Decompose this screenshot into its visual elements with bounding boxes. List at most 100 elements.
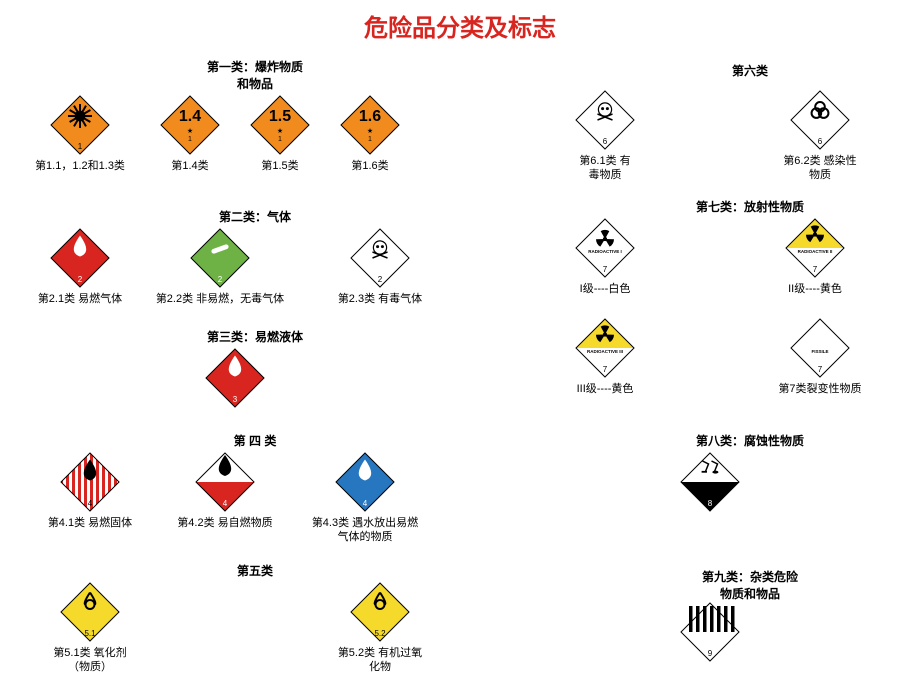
placard-label: 第4.2类 易自燃物质 (160, 516, 290, 530)
svg-text:RADIOACTIVE II: RADIOACTIVE II (798, 249, 833, 254)
hazard-placard: 1.5 ★1 第1.5类 (240, 95, 320, 173)
hazard-placard: 4 第4.3类 遇水放出易燃气体的物质 (300, 452, 430, 545)
svg-text:4: 4 (363, 499, 368, 508)
hazard-placard-icon: 6 (575, 90, 635, 150)
hazard-placard: 9 (660, 602, 760, 662)
svg-text:RADIOACTIVE I: RADIOACTIVE I (588, 249, 622, 254)
hazard-placard-icon: 9 (680, 602, 740, 662)
svg-text:1: 1 (368, 136, 372, 143)
section-header: 第六类 (680, 62, 820, 79)
placard-label: 第6.2类 感染性物质 (760, 154, 880, 183)
placard-label: 第1.1，1.2和1.3类 (30, 159, 130, 173)
svg-text:5.2: 5.2 (374, 629, 386, 638)
hazard-placard-icon: 4 (335, 452, 395, 512)
svg-text:1: 1 (278, 136, 282, 143)
hazard-placard: 4 第4.1类 易燃固体 (30, 452, 150, 530)
svg-text:2: 2 (378, 275, 383, 284)
svg-text:6: 6 (603, 137, 608, 146)
hazard-placard-icon: 5.2 (350, 582, 410, 642)
hazard-placard-icon: 2 (350, 228, 410, 288)
svg-text:6: 6 (818, 137, 823, 146)
section-header: 第一类：爆炸物质和物品 (185, 58, 325, 92)
hazard-placard-icon: 1.4 ★1 (160, 95, 220, 155)
hazard-placard-icon: 4 (60, 452, 120, 512)
section-header: 第 四 类 (185, 432, 325, 449)
svg-text:9: 9 (708, 649, 713, 658)
hazard-placard-icon: 1.5 ★1 (250, 95, 310, 155)
section-header: 第五类 (185, 562, 325, 579)
placard-label: 第4.1类 易燃固体 (30, 516, 150, 530)
placard-label: III级----黄色 (555, 382, 655, 396)
svg-text:★: ★ (277, 127, 283, 135)
hazard-placard-icon: 8 (680, 452, 740, 512)
hazard-placard-icon: RADIOACTIVE II 7 (785, 218, 845, 278)
placard-label: 第1.5类 (240, 159, 320, 173)
hazard-placard: 1 第1.1，1.2和1.3类 (30, 95, 130, 173)
placard-label: I级----白色 (555, 282, 655, 296)
svg-text:7: 7 (818, 365, 823, 374)
svg-text:1: 1 (188, 136, 192, 143)
section-header: 第三类：易燃液体 (185, 328, 325, 345)
hazard-placard: 2 第2.1类 易燃气体 (30, 228, 130, 306)
placard-label: 第1.4类 (150, 159, 230, 173)
placard-label: 第5.1类 氧化剂（物质） (30, 646, 150, 675)
placard-label: II级----黄色 (765, 282, 865, 296)
hazard-placard: 8 (660, 452, 760, 512)
svg-text:8: 8 (708, 499, 713, 508)
hazard-placard-icon: 5.1 (60, 582, 120, 642)
svg-text:4: 4 (88, 499, 93, 508)
hazard-placard-icon: 2 (50, 228, 110, 288)
hazard-placard-icon: FISSILE 7 (790, 318, 850, 378)
svg-text:★: ★ (367, 127, 373, 135)
page-title: 危险品分类及标志 (0, 0, 920, 43)
svg-text:RADIOACTIVE III: RADIOACTIVE III (587, 349, 623, 354)
svg-text:FISSILE: FISSILE (811, 349, 828, 354)
section-header: 第八类：腐蚀性物质 (660, 432, 840, 449)
hazard-placard: 6 第6.1类 有毒物质 (550, 90, 660, 183)
svg-text:7: 7 (603, 265, 608, 274)
svg-text:4: 4 (223, 499, 228, 508)
hazard-placard: 2 第2.2类 非易燃，无毒气体 (150, 228, 290, 306)
hazard-placard: 1.6 ★1 第1.6类 (330, 95, 410, 173)
hazard-placard-icon: 1 (50, 95, 110, 155)
hazard-placard: FISSILE 7 第7类裂变性物质 (765, 318, 875, 396)
section-header: 第七类：放射性物质 (660, 198, 840, 215)
section-header: 第二类：气体 (185, 208, 325, 225)
svg-text:2: 2 (218, 275, 223, 284)
placard-label: 第2.3类 有毒气体 (320, 292, 440, 306)
placard-label: 第5.2类 有机过氧化物 (320, 646, 440, 675)
svg-text:5.1: 5.1 (84, 629, 96, 638)
svg-text:1.5: 1.5 (269, 108, 291, 125)
placard-label: 第2.2类 非易燃，无毒气体 (150, 292, 290, 306)
hazard-placard-icon: RADIOACTIVE I 7 (575, 218, 635, 278)
svg-text:★: ★ (187, 127, 193, 135)
svg-text:1.6: 1.6 (359, 108, 381, 125)
svg-text:3: 3 (233, 395, 238, 404)
hazard-placard: RADIOACTIVE I 7 I级----白色 (555, 218, 655, 296)
svg-text:1.4: 1.4 (179, 108, 201, 125)
hazard-placard-icon: 2 (190, 228, 250, 288)
placard-label: 第4.3类 遇水放出易燃气体的物质 (300, 516, 430, 545)
hazard-placard: 4 第4.2类 易自燃物质 (160, 452, 290, 530)
hazard-placard: 5.1 第5.1类 氧化剂（物质） (30, 582, 150, 675)
hazard-placard-icon: 1.6 ★1 (340, 95, 400, 155)
hazard-placard: 6 第6.2类 感染性物质 (760, 90, 880, 183)
hazard-placard-icon: 3 (205, 348, 265, 408)
svg-text:7: 7 (813, 265, 818, 274)
placard-label: 第1.6类 (330, 159, 410, 173)
hazard-placard: 5.2 第5.2类 有机过氧化物 (320, 582, 440, 675)
hazard-placard: RADIOACTIVE III7 III级----黄色 (555, 318, 655, 396)
hazard-placard-icon: 6 (790, 90, 850, 150)
hazard-placard: 1.4 ★1 第1.4类 (150, 95, 230, 173)
hazard-placard: 2 第2.3类 有毒气体 (320, 228, 440, 306)
hazard-placard: RADIOACTIVE II 7 II级----黄色 (765, 218, 865, 296)
section-header: 第九类：杂类危险物质和物品 (660, 568, 840, 602)
hazard-placard-icon: RADIOACTIVE III7 (575, 318, 635, 378)
placard-label: 第6.1类 有毒物质 (550, 154, 660, 183)
placard-label: 第7类裂变性物质 (765, 382, 875, 396)
hazard-placard-icon: 4 (195, 452, 255, 512)
hazard-placard: 3 (185, 348, 285, 408)
placard-label: 第2.1类 易燃气体 (30, 292, 130, 306)
svg-text:1: 1 (78, 142, 83, 151)
svg-text:2: 2 (78, 275, 83, 284)
